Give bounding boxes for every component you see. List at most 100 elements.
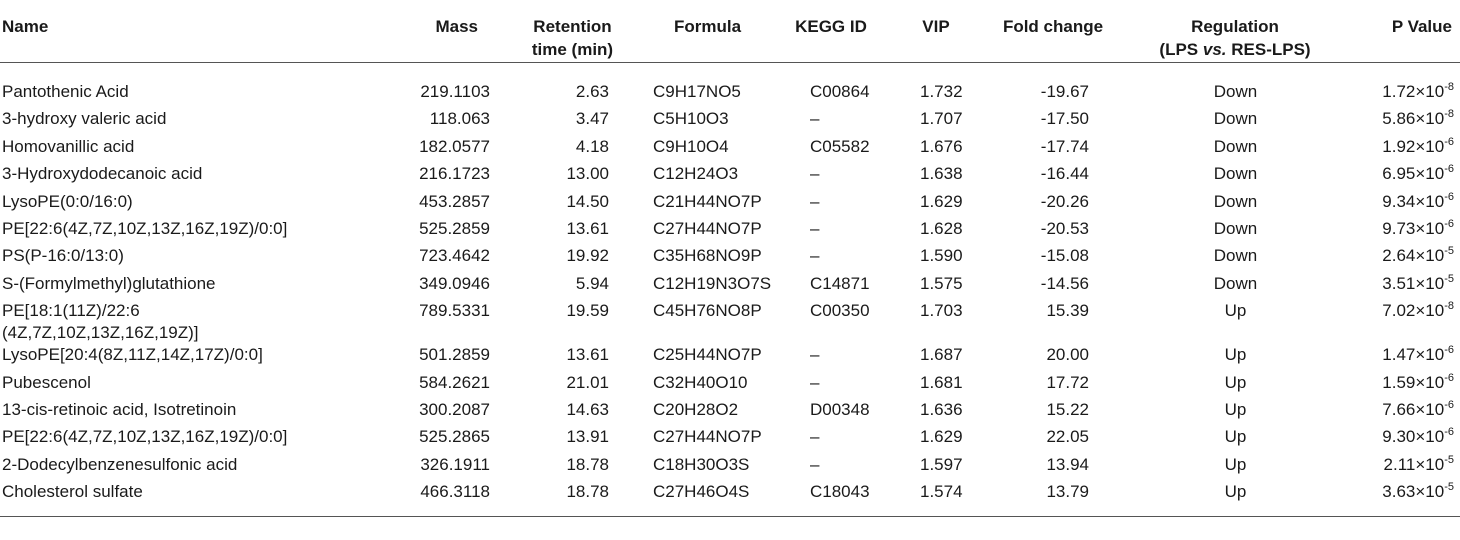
cell-p-value: 6.95×10-6 xyxy=(1382,163,1454,184)
cell-kegg-id: C14871 xyxy=(810,273,870,293)
cell-kegg-id: C00350 xyxy=(810,301,870,321)
cell-kegg-id: – xyxy=(810,427,820,447)
cell-p-value: 9.73×10-6 xyxy=(1382,217,1454,238)
cell-p-value: 9.30×10-6 xyxy=(1382,426,1454,447)
cell-p-value: 1.47×10-6 xyxy=(1382,344,1454,365)
cell-formula: C45H76NO8P xyxy=(653,301,762,321)
header-fold-change: Fold change xyxy=(1002,17,1104,36)
cell-formula: C27H44NO7P xyxy=(653,427,762,447)
cell-formula: C27H46O4S xyxy=(653,482,750,502)
cell-vip: 1.629 xyxy=(920,427,963,447)
cell-retention-time: 5.94 xyxy=(575,273,609,293)
cell-regulation: Up xyxy=(1224,372,1247,392)
header-reg-line1: Regulation xyxy=(1191,17,1279,36)
cell-fold-change: -15.08 xyxy=(1040,246,1089,266)
cell-regulation: Down xyxy=(1213,136,1258,156)
cell-mass: 525.2859 xyxy=(419,218,490,238)
table-row: 3-Hydroxydodecanoic acid 216.1723 13.00 C12… xyxy=(0,163,1460,190)
cell-fold-change: -17.74 xyxy=(1040,136,1089,156)
cell-kegg-id: C05582 xyxy=(810,136,870,156)
cell-vip: 1.687 xyxy=(920,345,963,365)
cell-vip: 1.636 xyxy=(920,399,963,419)
cell-name: 3-Hydroxydodecanoic acid xyxy=(2,164,203,184)
cell-name: PE[22:6(4Z,7Z,10Z,13Z,16Z,19Z)/0:0] xyxy=(2,218,288,238)
cell-retention-time: 19.59 xyxy=(566,301,609,321)
cell-regulation: Down xyxy=(1213,164,1258,184)
table-row: LysoPE(0:0/16:0) 453.2857 14.50 C21H44NO7P –… xyxy=(0,191,1460,218)
cell-name: 3-hydroxy valeric acid xyxy=(2,109,167,129)
cell-mass: 219.1103 xyxy=(420,82,490,101)
cell-p-value: 2.64×10-5 xyxy=(1382,245,1454,266)
header-mass: Mass xyxy=(435,17,478,36)
cell-kegg-id: – xyxy=(810,191,820,211)
cell-kegg-id: D00348 xyxy=(810,399,870,419)
header-kegg: KEGG ID xyxy=(795,17,867,36)
cell-fold-change: -14.56 xyxy=(1040,273,1089,293)
cell-kegg-id: – xyxy=(810,246,820,266)
table-row: PE[18:1(11Z)/22:6 (4Z,7Z,10Z,13Z,16Z,19Z)… xyxy=(0,300,1460,344)
table-row: Homovanillic acid 182.0577 4.18 C9H10O4 C055… xyxy=(0,136,1460,163)
cell-p-value: 3.51×10-5 xyxy=(1382,272,1454,293)
cell-kegg-id: C18043 xyxy=(810,482,870,502)
cell-vip: 1.574 xyxy=(920,482,963,502)
cell-vip: 1.590 xyxy=(920,246,963,266)
cell-retention-time: 14.50 xyxy=(566,191,609,211)
cell-vip: 1.707 xyxy=(920,109,963,129)
cell-p-value: 1.72×10-8 xyxy=(1382,81,1454,102)
cell-retention-time: 14.63 xyxy=(566,399,609,419)
cell-name: Homovanillic acid xyxy=(2,136,135,156)
cell-vip: 1.629 xyxy=(920,191,963,211)
cell-mass: 300.2087 xyxy=(419,399,490,419)
cell-vip: 1.628 xyxy=(920,218,963,238)
metabolite-table: Name Mass Retention time (min) Formula K… xyxy=(0,17,1460,517)
cell-vip: 1.638 xyxy=(920,164,963,184)
cell-vip: 1.732 xyxy=(920,82,963,101)
cell-mass: 501.2859 xyxy=(419,345,490,365)
cell-formula: C35H68NO9P xyxy=(653,246,762,266)
cell-fold-change: 20.00 xyxy=(1046,345,1089,365)
cell-retention-time: 13.91 xyxy=(566,427,609,447)
cell-regulation: Down xyxy=(1213,82,1258,101)
table-row: PE[22:6(4Z,7Z,10Z,13Z,16Z,19Z)/0:0] 525.2… xyxy=(0,218,1460,245)
cell-vip: 1.703 xyxy=(920,301,963,321)
cell-regulation: Down xyxy=(1213,109,1258,129)
cell-name: LysoPE[20:4(8Z,11Z,14Z,17Z)/0:0] xyxy=(2,345,263,365)
cell-p-value: 1.92×10-6 xyxy=(1382,135,1454,156)
cell-formula: C9H17NO5 xyxy=(653,82,741,101)
table-row: Cholesterol sulfate 466.3118 18.78 C27H46O4… xyxy=(0,481,1460,517)
cell-mass: 453.2857 xyxy=(419,191,490,211)
cell-mass: 216.1723 xyxy=(419,164,490,184)
cell-formula: C12H19N3O7S xyxy=(653,273,772,293)
cell-regulation: Down xyxy=(1213,273,1258,293)
cell-fold-change: 17.72 xyxy=(1046,372,1089,392)
cell-mass: 525.2865 xyxy=(419,427,490,447)
cell-kegg-id: – xyxy=(810,372,820,392)
cell-formula: C27H44NO7P xyxy=(653,218,762,238)
cell-fold-change: 13.79 xyxy=(1046,482,1089,502)
cell-vip: 1.597 xyxy=(920,454,963,474)
cell-mass: 789.5331 xyxy=(419,301,490,321)
cell-p-value: 7.66×10-6 xyxy=(1382,398,1454,419)
cell-mass: 466.3118 xyxy=(420,482,490,502)
cell-formula: C21H44NO7P xyxy=(653,191,762,211)
cell-fold-change: 13.94 xyxy=(1046,454,1089,474)
cell-formula: C9H10O4 xyxy=(653,136,729,156)
cell-name: S-(Formylmethyl)glutathione xyxy=(2,273,216,293)
cell-name: PE[18:1(11Z)/22:6 (4Z,7Z,10Z,13Z,16Z,19Z)… xyxy=(2,301,199,343)
cell-retention-time: 2.63 xyxy=(575,82,609,101)
header-p-value: P Value xyxy=(1391,17,1452,36)
cell-retention-time: 18.78 xyxy=(566,454,609,474)
cell-mass: 584.2621 xyxy=(419,372,490,392)
cell-retention-time: 3.47 xyxy=(575,109,609,129)
cell-regulation: Up xyxy=(1224,482,1247,502)
cell-name: Pantothenic Acid xyxy=(2,82,129,101)
cell-retention-time: 13.61 xyxy=(566,218,609,238)
table-row: PS(P-16:0/13:0) 723.4642 19.92 C35H68NO9P – 1… xyxy=(0,245,1460,272)
cell-kegg-id: – xyxy=(810,345,820,365)
cell-mass: 723.4642 xyxy=(419,246,490,266)
cell-fold-change: -19.67 xyxy=(1040,82,1089,101)
cell-regulation: Up xyxy=(1224,399,1247,419)
cell-regulation: Up xyxy=(1224,427,1247,447)
cell-name: Pubescenol xyxy=(2,372,91,392)
